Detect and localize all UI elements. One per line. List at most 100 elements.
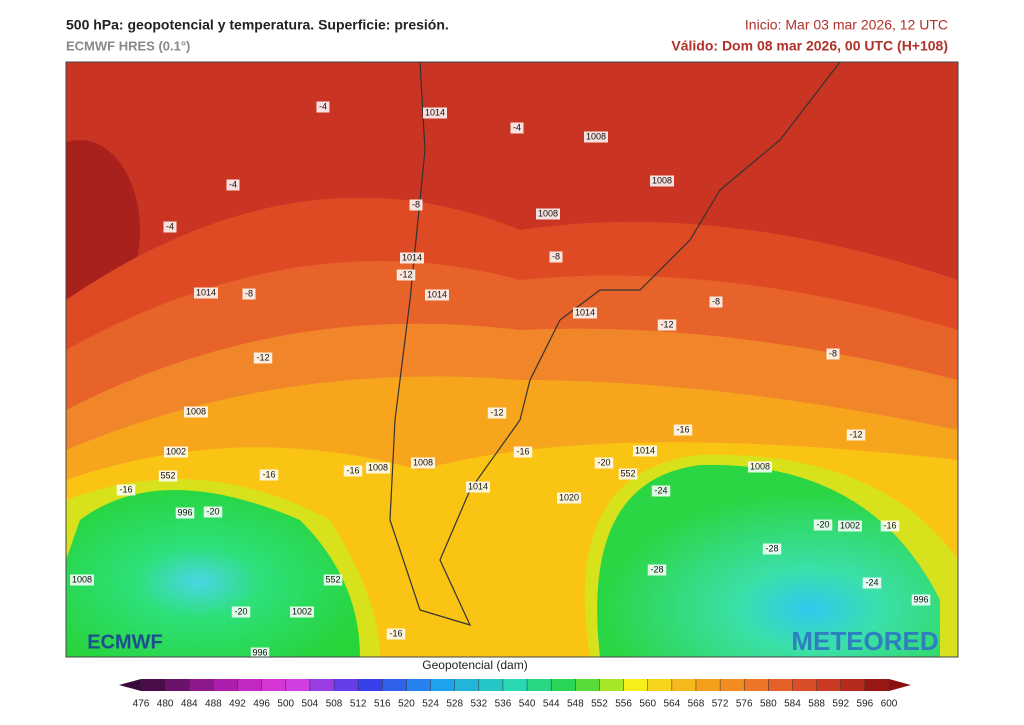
map-label-bg — [70, 574, 94, 586]
map-label-bg — [618, 468, 638, 480]
map-label-bg — [366, 462, 390, 474]
map-label: -8 — [829, 348, 837, 358]
colorbar-segment — [768, 679, 793, 691]
map-label: 552 — [325, 574, 340, 584]
map-label: 1008 — [652, 175, 672, 185]
map-label: 996 — [177, 507, 192, 517]
map-label-bg — [536, 208, 560, 220]
map-label-bg — [651, 485, 671, 497]
colorbar-segment — [599, 679, 625, 691]
colorbar-tick-label: 588 — [808, 699, 825, 710]
colorbar-tick-label: 572 — [712, 699, 729, 710]
map-label-bg — [813, 519, 833, 531]
colorbar-segment — [647, 679, 673, 691]
colorbar-segment — [334, 679, 359, 691]
map-label: -20 — [206, 506, 219, 516]
title: 500 hPa: geopotencial y temperatura. Sup… — [66, 17, 449, 33]
colorbar-tick-label: 592 — [832, 699, 849, 710]
map-label-bg — [290, 606, 314, 618]
map-label: -8 — [412, 199, 420, 209]
map-label-bg — [425, 289, 449, 301]
colorbar-tick-label: 552 — [591, 699, 608, 710]
colorbar-segment — [237, 679, 263, 691]
colorbar-tick-label: 540 — [519, 699, 536, 710]
colorbar: 476 480 484 488 492 496 500 504 508 512 516 520 524 5… — [119, 679, 911, 710]
colorbar-segment — [720, 679, 745, 691]
map-label-bg — [826, 348, 840, 360]
colorbar-segment — [695, 679, 721, 691]
map-label: -12 — [660, 319, 673, 329]
colorbar-tick-label: 580 — [760, 699, 777, 710]
colorbar-segment — [358, 679, 383, 691]
map-label: -24 — [654, 485, 667, 495]
map-label: -16 — [346, 465, 359, 475]
map-label-bg — [409, 199, 423, 211]
map-label: 1014 — [402, 252, 422, 262]
map-label-bg — [748, 461, 772, 473]
colorbar-tick-label: 544 — [543, 699, 560, 710]
map-label-bg — [673, 424, 693, 436]
colorbar-segment — [671, 679, 697, 691]
colorbar-segment — [502, 679, 528, 691]
map-label-bg — [396, 269, 416, 281]
colorbar-segment — [816, 679, 842, 691]
map-label: 552 — [160, 470, 175, 480]
map-label-bg — [242, 288, 256, 300]
map-label-bg — [400, 252, 424, 264]
map-label: -8 — [712, 296, 720, 306]
map-label-bg — [116, 484, 136, 496]
map-label-bg — [226, 179, 240, 191]
colorbar-tick-label: 548 — [567, 699, 584, 710]
map-label-bg — [549, 251, 563, 263]
map-label: 1014 — [196, 287, 216, 297]
colorbar-segment — [454, 679, 480, 691]
map-label: -12 — [490, 407, 503, 417]
map-label: -4 — [319, 101, 327, 111]
map-label-bg — [650, 175, 674, 187]
logo-ecmwf: ECMWF — [87, 631, 163, 653]
colorbar-tick-label: 528 — [446, 699, 463, 710]
map-label-bg — [231, 606, 251, 618]
map-label: 996 — [913, 594, 928, 604]
map-label: 1008 — [368, 462, 388, 472]
map-label-bg — [386, 628, 406, 640]
map-label: -12 — [849, 429, 862, 439]
map-label: -12 — [399, 269, 412, 279]
map-label: -16 — [516, 446, 529, 456]
map-label: -16 — [883, 520, 896, 530]
model: ECMWF HRES (0.1°) — [66, 38, 190, 53]
map-label-bg — [175, 507, 195, 519]
colorbar-high-arrow — [889, 679, 911, 691]
map-label: 1008 — [586, 131, 606, 141]
map-label: -12 — [256, 352, 269, 362]
map-label: -28 — [765, 543, 778, 553]
logo-meteored: METEORED — [791, 626, 938, 656]
map-label: -4 — [513, 122, 521, 132]
map-label-bg — [253, 352, 273, 364]
map-label: 1008 — [72, 574, 92, 584]
map-label-bg — [203, 506, 223, 518]
colorbar-tick-label: 532 — [470, 699, 487, 710]
map-frame — [65, 61, 959, 658]
colorbar-title: Geopotencial (dam) — [422, 658, 527, 672]
colorbar-segment — [792, 679, 818, 691]
colorbar-tick-label: 492 — [229, 699, 246, 710]
map-label: 1014 — [425, 107, 445, 117]
colorbar-tick-label: 512 — [350, 699, 367, 710]
map-label: 1002 — [292, 606, 312, 616]
map-label: 1014 — [468, 481, 488, 491]
colorbar-tick-label: 524 — [422, 699, 439, 710]
colorbar-low-arrow — [119, 679, 141, 691]
colorbar-segment — [141, 679, 166, 691]
init-time: Inicio: Mar 03 mar 2026, 12 UTC — [745, 17, 948, 33]
colorbar-segment — [430, 679, 456, 691]
colorbar-tick-label: 564 — [663, 699, 680, 710]
colorbar-tick-label: 600 — [881, 699, 898, 710]
map-label: -16 — [119, 484, 132, 494]
colorbar-segment — [261, 679, 287, 691]
colorbar-tick-label: 536 — [495, 699, 512, 710]
colorbar-segment — [189, 679, 214, 691]
map-label-bg — [411, 457, 435, 469]
colorbar-tick-label: 484 — [181, 699, 198, 710]
map-label-bg — [911, 594, 931, 606]
